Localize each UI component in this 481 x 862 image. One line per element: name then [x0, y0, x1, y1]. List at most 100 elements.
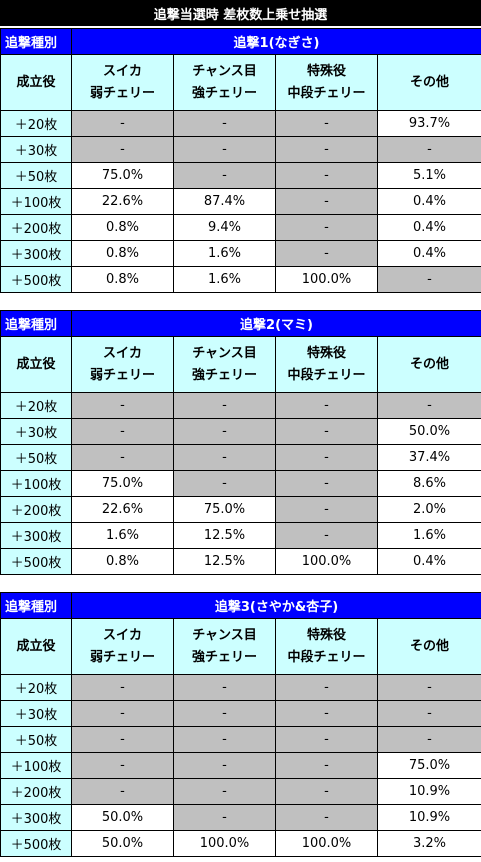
- section-header-row: 追撃種別 追撃3(さやか&杏子): [0, 592, 481, 619]
- column-header-line1: スイカ: [102, 63, 142, 79]
- probability-cell: 50.0%: [377, 418, 481, 445]
- row-label: ＋500枚: [0, 266, 72, 293]
- role-header: 成立役: [0, 54, 72, 111]
- row-label: ＋300枚: [0, 804, 72, 831]
- probability-cell: 1.6%: [71, 522, 174, 549]
- probability-cell: 22.6%: [71, 188, 174, 215]
- empty-cell: -: [173, 726, 276, 753]
- empty-cell: -: [173, 674, 276, 701]
- column-header-line2: 弱チェリー: [89, 649, 155, 665]
- probability-cell: 10.9%: [376, 778, 481, 805]
- empty-cell: -: [275, 496, 378, 523]
- column-header-line1: チャンス目: [192, 627, 257, 643]
- row-label: ＋500枚: [0, 830, 72, 857]
- chase-section-3: 追撃種別 追撃3(さやか&杏子) 成立役 スイカ 弱チェリー チャンス目 強チェリー 特殊役中…: [0, 592, 481, 857]
- column-header-3: 特殊役 中段チェリー: [275, 618, 378, 675]
- column-header-line2: 強チェリー: [191, 649, 257, 665]
- empty-cell: -: [71, 444, 174, 471]
- table-row: ＋500枚 0.8% 1.6% 100.0% -: [0, 266, 481, 293]
- column-header-row: 成立役 スイカ 弱チェリー チャンス目 強チェリー 特殊役 中段チェリー その他: [0, 618, 481, 675]
- probability-cell: 9.4%: [173, 214, 276, 241]
- probability-cell: 0.4%: [377, 188, 481, 215]
- probability-cell: 100.0%: [275, 266, 378, 293]
- row-label: ＋50枚: [0, 162, 72, 189]
- row-label: ＋30枚: [0, 700, 72, 727]
- empty-cell: -: [173, 418, 276, 445]
- probability-cell: 93.7%: [377, 110, 481, 137]
- row-label: ＋20枚: [0, 674, 72, 701]
- empty-cell: -: [275, 752, 378, 779]
- probability-cell: 75.0%: [71, 162, 174, 189]
- probability-cell: 37.4%: [377, 444, 481, 471]
- probability-table: 追撃種別 追撃2(マミ) 成立役 スイカ 弱チェリー チャンス目 強チェリー 特殊役 中段チェリ…: [0, 310, 481, 575]
- table-row: ＋300枚 50.0% - -10.9%: [0, 804, 481, 831]
- empty-cell: -: [71, 700, 174, 727]
- column-header-line1: 特殊役: [306, 63, 346, 79]
- column-header-line1: スイカ: [102, 345, 142, 361]
- empty-cell: -: [173, 392, 276, 419]
- page-title: 追撃当選時 差枚数上乗せ抽選: [0, 0, 481, 26]
- empty-cell: -: [376, 700, 481, 727]
- empty-cell: -: [275, 804, 378, 831]
- empty-cell: -: [275, 162, 378, 189]
- empty-cell: -: [275, 674, 378, 701]
- column-header-2: チャンス目強チェリー: [173, 336, 276, 393]
- section-header-row: 追撃種別 追撃2(マミ): [0, 310, 481, 337]
- probability-cell: 0.4%: [377, 548, 481, 575]
- row-label: ＋100枚: [0, 188, 72, 215]
- table-row: ＋30枚 - - - -: [0, 700, 481, 727]
- row-label: ＋20枚: [0, 392, 72, 419]
- probability-cell: 50.0%: [71, 830, 174, 857]
- empty-cell: -: [275, 700, 378, 727]
- column-header-2: チャンス目強チェリー: [173, 618, 276, 675]
- section-header-row: 追撃種別 追撃1(なぎさ): [0, 28, 481, 55]
- column-header-line2: 強チェリー: [191, 367, 257, 383]
- column-header-line1: その他: [410, 638, 450, 654]
- probability-cell: 0.8%: [71, 266, 174, 293]
- probability-table: 追撃種別 追撃3(さやか&杏子) 成立役 スイカ 弱チェリー チャンス目 強チェリー 特殊役中…: [0, 592, 481, 857]
- probability-cell: 22.6%: [71, 496, 174, 523]
- column-header-line2: 強チェリー: [191, 85, 257, 101]
- empty-cell: -: [173, 136, 276, 163]
- row-label: ＋100枚: [0, 470, 72, 497]
- role-header: 成立役: [0, 336, 72, 393]
- empty-cell: -: [71, 418, 174, 445]
- column-header-line2: 弱チェリー: [89, 85, 155, 101]
- column-header-3: 特殊役 中段チェリー: [275, 54, 378, 111]
- table-row: ＋50枚 - - - -: [0, 726, 481, 753]
- empty-cell: -: [71, 674, 174, 701]
- row-label: ＋200枚: [0, 214, 72, 241]
- probability-cell: 87.4%: [173, 188, 276, 215]
- probability-cell: 0.8%: [71, 240, 174, 267]
- probability-cell: 12.5%: [173, 548, 276, 575]
- chase-section-1: 追撃種別 追撃1(なぎさ) 成立役 スイカ弱チェリー チャンス目強チェリー 特殊役中段チェ…: [0, 28, 481, 293]
- empty-cell: -: [377, 266, 481, 293]
- column-header-1: スイカ 弱チェリー: [71, 336, 174, 393]
- column-header-line1: チャンス目: [192, 345, 257, 361]
- empty-cell: -: [377, 136, 481, 163]
- table-row: ＋300枚 1.6% 12.5% -1.6%: [0, 522, 481, 549]
- table-row: ＋500枚 0.8% 12.5% 100.0% 0.4%: [0, 548, 481, 575]
- chase-kind-label: 追撃種別: [0, 310, 72, 337]
- chase-title: 追撃2(マミ): [71, 310, 481, 337]
- probability-cell: 0.8%: [71, 548, 174, 575]
- empty-cell: -: [377, 392, 481, 419]
- table-row: ＋30枚 - - - -: [0, 136, 481, 163]
- empty-cell: -: [275, 522, 378, 549]
- row-label: ＋50枚: [0, 444, 72, 471]
- empty-cell: -: [173, 162, 276, 189]
- column-header-line2: 中段チェリー: [287, 85, 366, 101]
- probability-cell: 1.6%: [173, 266, 276, 293]
- column-header-line1: チャンス目: [192, 63, 257, 79]
- empty-cell: -: [275, 392, 378, 419]
- column-header-line2: 中段チェリー: [287, 367, 366, 383]
- table-row: ＋200枚 0.8% 9.4% -0.4%: [0, 214, 481, 241]
- row-label: ＋300枚: [0, 522, 72, 549]
- empty-cell: -: [275, 136, 378, 163]
- table-row: ＋300枚 0.8% 1.6% -0.4%: [0, 240, 481, 267]
- probability-cell: 8.6%: [377, 470, 481, 497]
- table-row: ＋500枚 50.0% 100.0% 100.0% 3.2%: [0, 830, 481, 857]
- probability-cell: 3.2%: [376, 830, 481, 857]
- probability-cell: 1.6%: [377, 522, 481, 549]
- empty-cell: -: [173, 470, 276, 497]
